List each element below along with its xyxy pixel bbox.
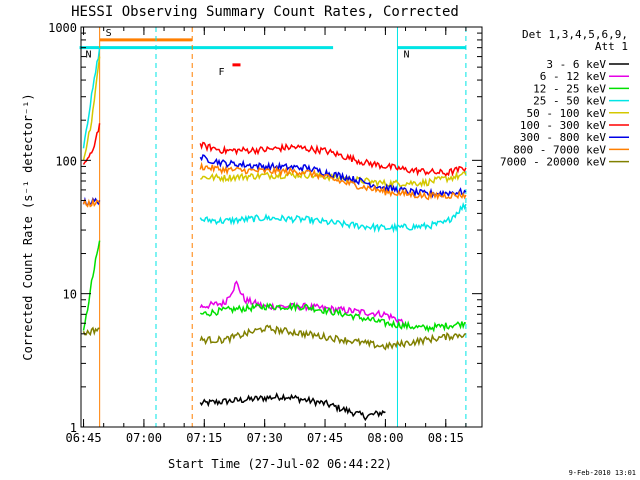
series-line [199, 301, 467, 333]
legend-label: 25 - 50 keV [533, 95, 606, 108]
legend-header: Att 1 [595, 40, 628, 53]
series-5 [82, 123, 467, 177]
series-line [199, 280, 407, 328]
series-7 [82, 161, 467, 208]
x-tick-label: 08:00 [367, 431, 403, 445]
y-tick-label: 10 [63, 288, 77, 302]
footer-date: 9-Feb-2010 13:01 [569, 469, 636, 477]
x-axis-label: Start Time (27-Jul-02 06:44:22) [168, 457, 392, 471]
y-tick-label: 100 [55, 154, 77, 168]
legend-header: Det 1,3,4,5,6,9, [522, 28, 628, 41]
series-line [82, 56, 101, 161]
flag-label: N [403, 50, 409, 61]
x-tick-label: 07:45 [307, 431, 343, 445]
series-line [82, 47, 101, 149]
series-line [199, 324, 467, 351]
legend-label: 300 - 800 keV [520, 131, 606, 144]
series-line [82, 197, 101, 208]
legend-label: 800 - 7000 keV [513, 143, 606, 156]
legend-label: 50 - 100 keV [527, 107, 607, 120]
series-line [199, 141, 467, 177]
series-8 [82, 324, 467, 351]
y-tick-label: 1 [70, 421, 77, 435]
series-line [82, 326, 100, 337]
legend-label: 7000 - 20000 keV [500, 156, 606, 169]
y-tick-label: 1000 [48, 21, 77, 35]
legend-label: 3 - 6 keV [546, 58, 606, 71]
chart-title: HESSI Observing Summary Count Rates, Cor… [71, 4, 459, 20]
series-line [199, 161, 467, 201]
flag-label: S [106, 28, 112, 39]
series-line [82, 123, 101, 165]
x-tick-label: 07:30 [247, 431, 283, 445]
x-tick-label: 07:15 [186, 431, 222, 445]
series-3 [82, 47, 467, 234]
series-0 [199, 391, 386, 422]
legend-label: 6 - 12 keV [540, 70, 607, 83]
series-line [199, 201, 467, 234]
x-tick-label: 07:00 [126, 431, 162, 445]
series-line [82, 240, 101, 331]
x-tick-label: 08:15 [428, 431, 464, 445]
series-line [199, 154, 467, 199]
series-6 [82, 154, 467, 207]
legend-label: 100 - 300 keV [520, 119, 606, 132]
flag-label: N [86, 50, 92, 61]
y-axis-label: Corrected Count Rate (s⁻¹ detector⁻¹) [21, 93, 35, 360]
series-2 [82, 240, 467, 333]
series-line [199, 391, 386, 422]
x-tick-label: 06:45 [65, 431, 101, 445]
legend-label: 12 - 25 keV [533, 82, 606, 95]
flag-label: F [218, 67, 224, 78]
series-1 [199, 280, 407, 328]
plot-frame [80, 26, 483, 428]
